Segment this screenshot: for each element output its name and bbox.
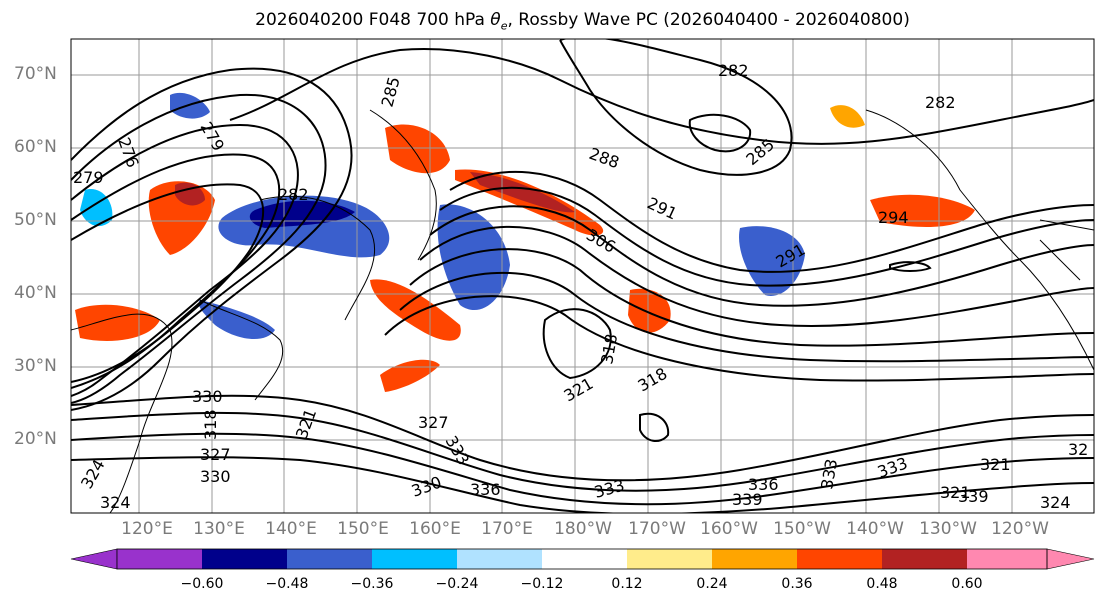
contour-label: 321 (561, 374, 597, 406)
contour-label: 318 (597, 332, 621, 365)
lat-label: 60°N (14, 137, 57, 157)
lon-label: 170°E (481, 519, 533, 539)
contour-label: 282 (925, 93, 956, 112)
colorbar-tick: 0.12 (611, 576, 643, 592)
colorbar-tick: −0.36 (350, 576, 394, 592)
lat-label: 20°N (14, 429, 57, 449)
blue-anomaly-siberia (170, 92, 210, 119)
contour-label: 339 (732, 490, 763, 509)
colorbar-tick: 0.24 (696, 576, 728, 592)
orange-anomaly-china (75, 304, 160, 341)
colorbar-bin (967, 549, 1047, 569)
contour-label: 333 (442, 433, 474, 469)
colorbar-bin (797, 549, 882, 569)
colorbar-bin (202, 549, 287, 569)
colorbar-bin (287, 549, 372, 569)
map-frame (70, 38, 1095, 514)
colorbar-tick: −0.48 (265, 576, 309, 592)
orange-anomaly-north (830, 105, 865, 128)
contour-label: 336 (470, 480, 501, 499)
lon-label: 130°E (193, 519, 245, 539)
colorbar-extend-low (70, 548, 118, 570)
colorbar-tick: 0.36 (781, 576, 813, 592)
contour-label: 32 (1068, 440, 1088, 459)
orange-anomaly-mid (628, 288, 671, 333)
contour-label: 291 (644, 193, 680, 223)
contour-labels: 282 282 285 279 276 279 288 291 294 282 … (73, 61, 1088, 512)
lon-label: 140°E (265, 519, 317, 539)
orange-anomaly-okhotsk (385, 124, 450, 174)
contour-label: 339 (958, 487, 989, 506)
contour-label: 321 (940, 483, 971, 502)
contour-label: 279 (73, 168, 104, 187)
colorbar-bin (117, 549, 202, 569)
lon-label: 140°W (846, 519, 904, 539)
colorbar-bin (457, 549, 542, 569)
colorbar-bin (627, 549, 712, 569)
colorbar-bin (372, 549, 457, 569)
lon-label: 130°W (919, 519, 977, 539)
blue-anomaly-ne-pacific (739, 226, 805, 296)
colorbar-extend-high (1046, 548, 1095, 570)
map-title: 2026040200 F048 700 hPa θe, Rossby Wave … (255, 10, 910, 33)
contour-label: 327 (418, 413, 449, 432)
contour-label: 321 (980, 455, 1011, 474)
contour-label: 318 (635, 364, 671, 396)
lon-label: 160°W (700, 519, 758, 539)
colorbar-bin (542, 549, 627, 569)
contour-label: 285 (378, 75, 404, 109)
lat-label: 30°N (14, 356, 57, 376)
darkred-anomaly-jet (470, 172, 575, 213)
darkred-anomaly-asia (175, 182, 205, 206)
orange-anomaly-subtropics (380, 359, 440, 392)
contour-label: 279 (197, 119, 229, 155)
lon-label: 150°W (773, 519, 831, 539)
colorbar (70, 548, 1095, 570)
contour-label: 318 (201, 409, 220, 440)
contour-label: 330 (409, 472, 444, 500)
orange-anomaly-gulf (870, 194, 975, 227)
contour-label: 282 (718, 61, 749, 80)
contour-label: 282 (278, 185, 309, 204)
lon-label: 120°E (121, 519, 173, 539)
contour-label: 294 (878, 208, 909, 227)
blue-anomaly-japan (198, 300, 275, 340)
colorbar-bin (712, 549, 797, 569)
lat-label: 40°N (14, 283, 57, 303)
contour-label: 336 (748, 475, 779, 494)
lon-label: 150°E (337, 519, 389, 539)
lon-label: 170°W (628, 519, 686, 539)
colorbar-bin (882, 549, 967, 569)
orange-anomaly-pacific (370, 279, 461, 341)
lon-label: 180°W (554, 519, 612, 539)
colorbar-tick: 0.60 (951, 576, 983, 592)
blue-anomaly-east (437, 204, 510, 311)
contour-label: 321 (292, 406, 320, 441)
contour-label: 324 (1040, 493, 1071, 512)
lat-label: 50°N (14, 210, 57, 230)
contour-label: 330 (200, 467, 231, 486)
contour-label: 327 (200, 445, 231, 464)
contour-label: 324 (100, 493, 131, 512)
lon-label: 160°E (409, 519, 461, 539)
lat-label: 70°N (14, 64, 57, 84)
colorbar-tick: −0.24 (435, 576, 479, 592)
contour-label: 324 (77, 456, 109, 492)
colorbar-tick: 0.48 (866, 576, 898, 592)
contour-label: 330 (192, 387, 223, 406)
colorbar-tick: −0.60 (180, 576, 224, 592)
lat-gridlines (71, 74, 1094, 441)
lon-label: 120°W (991, 519, 1049, 539)
colorbar-tick: −0.12 (520, 576, 564, 592)
